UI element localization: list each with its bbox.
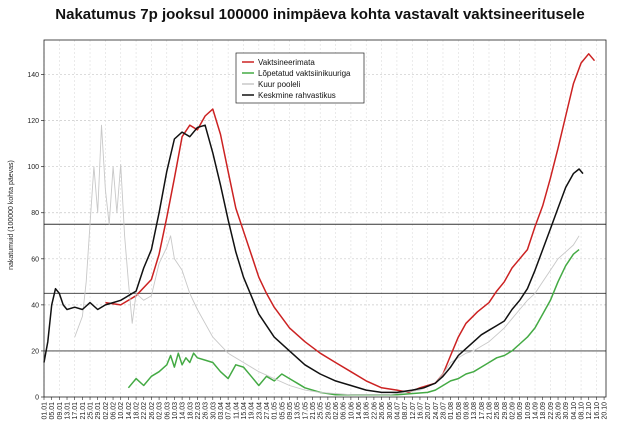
x-tick-label: 06.02 xyxy=(111,402,118,420)
legend-entry-label: Keskmine rahvastikus xyxy=(258,91,336,100)
y-tick-label: 60 xyxy=(31,256,39,263)
x-tick-label: 02.09 xyxy=(510,402,517,420)
x-tick-label: 12.10 xyxy=(586,402,593,420)
x-tick-label: 20.10 xyxy=(602,402,609,420)
legend: Vaktsineerimata Lõpetatud vaktsiinikuurig… xyxy=(235,52,365,104)
x-tick-label: 08.10 xyxy=(579,402,586,420)
x-tick-label: 14.02 xyxy=(126,402,133,420)
x-tick-label: 22.06 xyxy=(371,402,378,420)
x-tick-label: 02.03 xyxy=(157,402,164,420)
x-tick-label: 01.05 xyxy=(272,402,279,420)
x-tick-label: 30.09 xyxy=(563,402,570,420)
x-tick-label: 17.01 xyxy=(72,402,79,420)
x-tick-label: 07.04 xyxy=(226,402,233,420)
x-tick-label: 29.05 xyxy=(325,402,332,420)
x-tick-label: 05.01 xyxy=(49,402,56,420)
series-line-1 xyxy=(105,53,596,394)
x-tick-label: 13.01 xyxy=(65,402,72,420)
y-tick-label: 20 xyxy=(31,348,39,355)
x-tick-label: 26.03 xyxy=(203,402,210,420)
x-tick-label: 25.01 xyxy=(88,402,95,420)
y-tick-label: 80 xyxy=(31,210,39,217)
reference-lines xyxy=(44,223,606,352)
x-tick-label: 28.07 xyxy=(441,402,448,420)
x-tick-label: 23.04 xyxy=(256,402,263,420)
x-tick-label: 13.08 xyxy=(471,402,478,420)
x-tick-label: 09.01 xyxy=(57,402,64,420)
x-tick-label: 25.08 xyxy=(494,402,501,420)
series-line-3 xyxy=(74,124,580,396)
x-tick-label: 19.04 xyxy=(249,402,256,420)
series-line-2 xyxy=(127,249,580,396)
x-tick-label: 24.07 xyxy=(433,402,440,420)
x-tick-label: 08.07 xyxy=(402,402,409,420)
x-tick-label: 18.09 xyxy=(540,402,547,420)
x-tick-label: 01.01 xyxy=(42,402,49,420)
x-tick-label: 03.04 xyxy=(218,402,225,420)
x-tick-label: 10.03 xyxy=(172,402,179,420)
x-tick-label: 14.09 xyxy=(533,402,540,420)
x-tick-label: 06.03 xyxy=(164,402,171,420)
y-tick-label: 40 xyxy=(31,302,39,309)
x-tick-label: 26.06 xyxy=(379,402,386,420)
x-tick-label: 10.06 xyxy=(348,402,355,420)
x-tick-label: 09.08 xyxy=(464,402,471,420)
x-tick-label: 29.01 xyxy=(95,402,102,420)
x-tick-label: 05.08 xyxy=(456,402,463,420)
x-tick-label: 25.05 xyxy=(318,402,325,420)
legend-entry-label: Vaktsineerimata xyxy=(258,58,315,67)
series-lines xyxy=(43,53,596,396)
x-tick-label: 14.03 xyxy=(180,402,187,420)
x-tick-label: 04.07 xyxy=(394,402,401,420)
x-tick-label: 30.06 xyxy=(387,402,394,420)
x-tick-label: 15.04 xyxy=(241,402,248,420)
x-tick-label: 14.06 xyxy=(356,402,363,420)
x-tick-label: 11.04 xyxy=(233,402,240,419)
y-tick-label: 100 xyxy=(27,164,39,171)
x-tick-label: 29.08 xyxy=(502,402,509,420)
series-line-4 xyxy=(43,124,584,394)
x-tick-label: 26.09 xyxy=(556,402,563,420)
x-tick-label: 17.05 xyxy=(302,402,309,420)
x-tick-label: 18.06 xyxy=(364,402,371,420)
x-tick-label: 21.08 xyxy=(487,402,494,420)
x-tick-label: 26.02 xyxy=(149,402,156,420)
x-tick-label: 13.05 xyxy=(295,402,302,420)
x-tick-label: 06.09 xyxy=(517,402,524,420)
x-tick-label: 20.07 xyxy=(425,402,432,420)
x-tick-label: 21.05 xyxy=(310,402,317,420)
x-tick-label: 04.10 xyxy=(571,402,578,420)
x-tick-label: 12.07 xyxy=(410,402,417,420)
x-tick-label: 22.02 xyxy=(141,402,148,420)
x-tick-label: 22.09 xyxy=(548,402,555,420)
x-tick-label: 09.05 xyxy=(287,402,294,420)
legend-entry-label: Kuur pooleli xyxy=(258,80,300,89)
x-tick-label: 06.06 xyxy=(341,402,348,420)
y-axis-label: nakatumuid (100000 kohta päevas) xyxy=(8,160,15,270)
y-tick-label: 0 xyxy=(35,395,39,402)
y-tick-label: 120 xyxy=(27,118,39,125)
y-tick-label: 140 xyxy=(27,72,39,79)
x-tick-label: 27.04 xyxy=(264,402,271,420)
x-tick-label: 18.02 xyxy=(134,402,141,420)
x-tick-label: 30.03 xyxy=(210,402,217,420)
x-tick-label: 02.02 xyxy=(103,402,110,420)
x-tick-label: 01.08 xyxy=(448,402,455,420)
x-tick-label: 17.08 xyxy=(479,402,486,420)
x-tick-label: 16.10 xyxy=(594,402,601,420)
x-tick-label: 16.07 xyxy=(417,402,424,420)
x-tick-label: 21.01 xyxy=(80,402,87,420)
x-tick-label: 22.03 xyxy=(195,402,202,420)
x-tick-label: 10.09 xyxy=(525,402,532,420)
x-tick-label: 02.06 xyxy=(333,402,340,420)
x-tick-label: 10.02 xyxy=(118,402,125,420)
chart-title: Nakatumus 7p jooksul 100000 inimpäeva ko… xyxy=(55,6,585,23)
legend-entry-label: Lõpetatud vaktsiinikuuriga xyxy=(258,69,351,78)
x-tick-label: 18.03 xyxy=(187,402,194,420)
legend-box xyxy=(235,52,365,104)
x-tick-label: 05.05 xyxy=(279,402,286,420)
plot-frame xyxy=(43,39,607,398)
